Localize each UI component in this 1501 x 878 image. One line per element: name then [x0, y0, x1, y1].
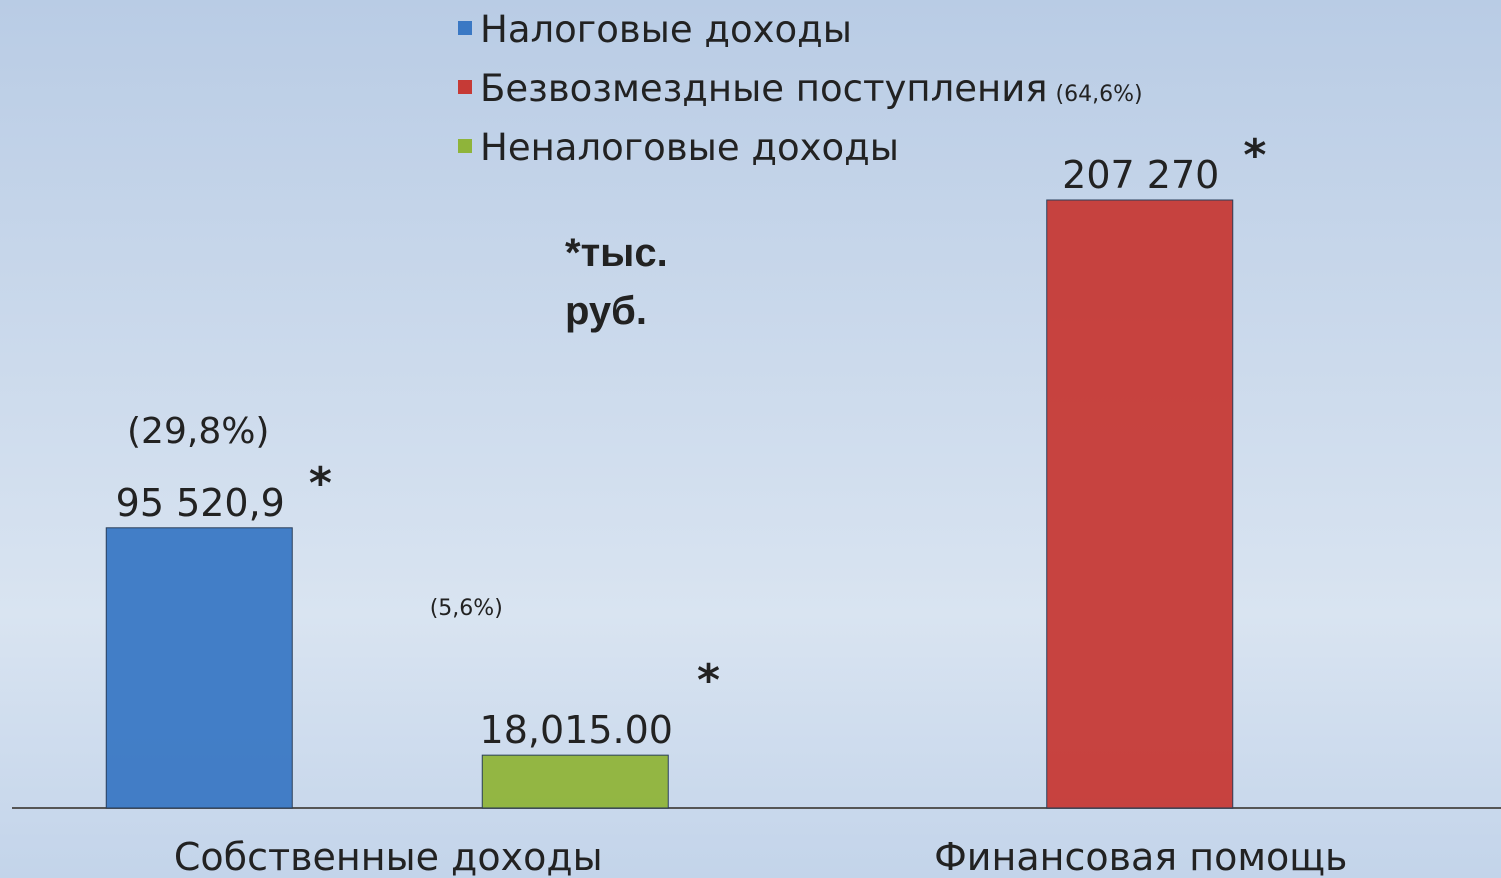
value-label: 18,015.00 [480, 708, 673, 752]
x-tick-label: Собственные доходы [174, 835, 603, 878]
bar [105, 527, 293, 809]
value-label: 95 520,9 [116, 481, 285, 525]
legend-percent: (64,6%) [1056, 82, 1143, 107]
unit-note: руб. [565, 289, 647, 333]
legend-swatch [458, 21, 472, 35]
legend-swatch [458, 80, 472, 94]
asterisk: * [697, 655, 720, 706]
x-tick-label: Финансовая помощь [934, 835, 1347, 878]
legend-label: Неналоговые доходы [480, 126, 899, 169]
percent-label: (29,8%) [127, 411, 269, 452]
bar [481, 754, 669, 809]
asterisk: * [309, 458, 332, 509]
legend-label: Безвозмездные поступления [480, 67, 1048, 110]
asterisk: * [1243, 130, 1266, 181]
value-label: 207 270 [1062, 153, 1219, 197]
percent-label: (5,6%) [430, 596, 503, 621]
bar [1046, 199, 1234, 809]
legend-label: Налоговые доходы [480, 8, 852, 51]
unit-note: *тыс. [565, 231, 668, 275]
legend-swatch [458, 139, 472, 153]
